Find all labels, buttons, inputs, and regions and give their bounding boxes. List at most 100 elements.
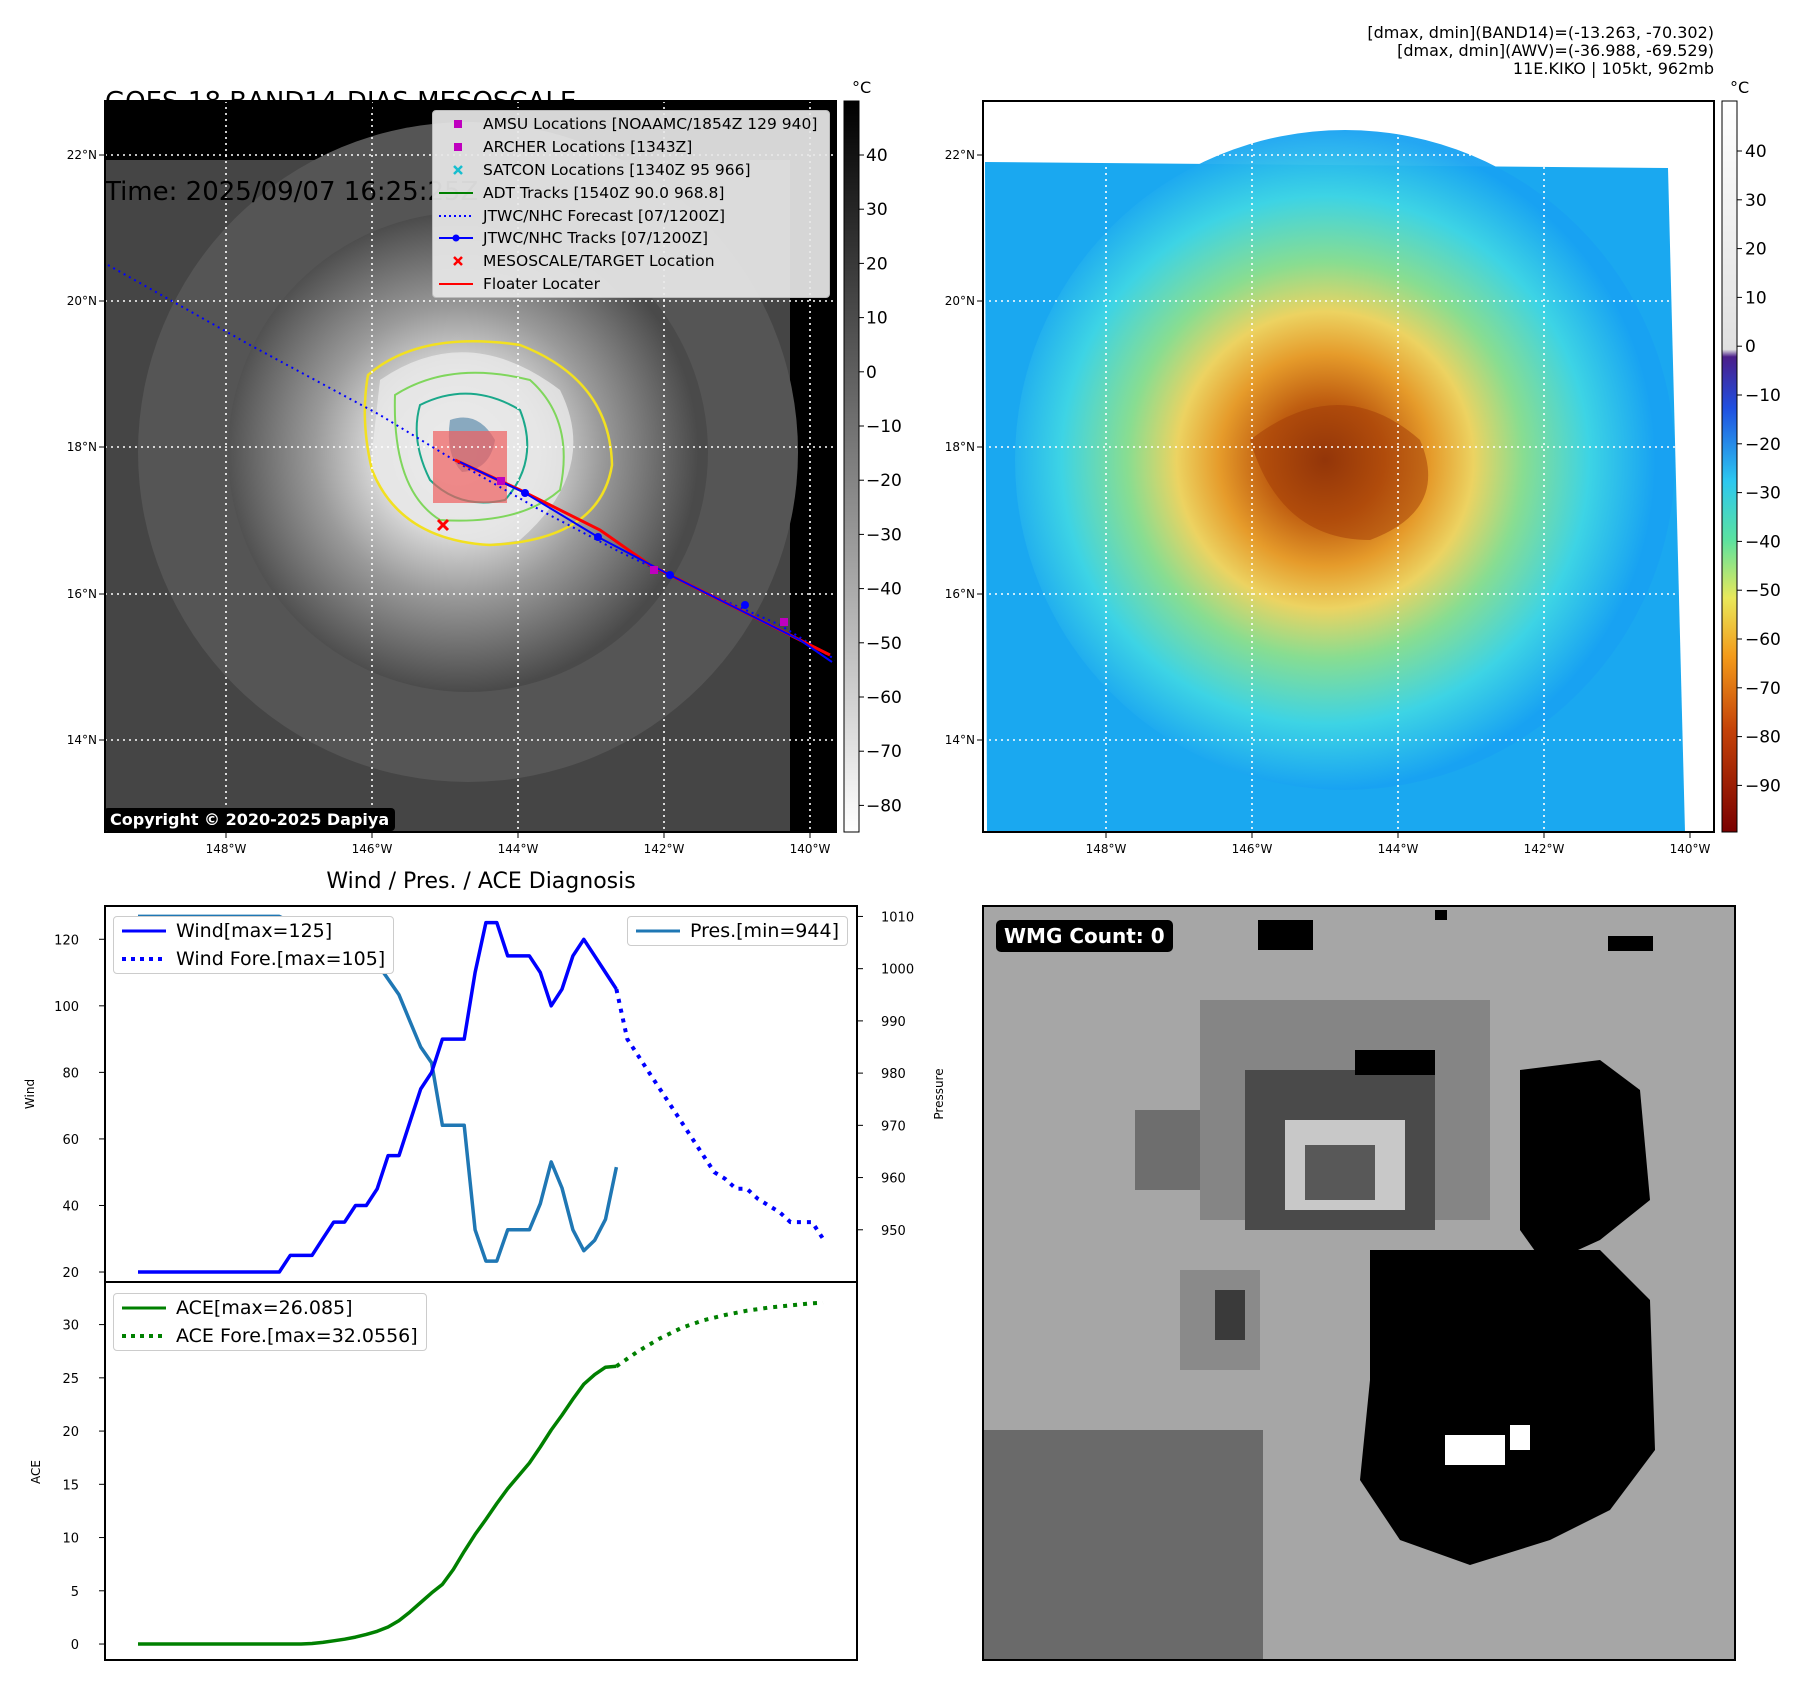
colorbar-tick-label: −60 xyxy=(866,688,902,708)
awv-map-panel xyxy=(982,100,1715,833)
colorbar-tick-label: 40 xyxy=(866,146,888,166)
legend-pressure-label: Pres.[min=944] xyxy=(690,920,839,942)
square-marker-icon xyxy=(433,114,483,134)
line-dot-icon xyxy=(433,228,483,248)
colorbar-tick-label: 20 xyxy=(1745,240,1767,260)
y2-tick-label: 1010 xyxy=(881,910,914,925)
line-icon xyxy=(433,274,483,294)
y-tick-label: 5 xyxy=(71,1585,79,1600)
lat-tick-label: 18°N xyxy=(67,440,97,454)
copyright-badge: Copyright © 2020-2025 Dapiya xyxy=(104,808,396,831)
colorbar-tick-label: −70 xyxy=(1745,679,1781,699)
colorbar-tick-label: −10 xyxy=(866,417,902,437)
colorbar-tick-label: −20 xyxy=(1745,435,1781,455)
lat-tick-label: 22°N xyxy=(67,148,97,162)
stats-header: [dmax, dmin](BAND14)=(-13.263, -70.302) … xyxy=(1114,24,1714,78)
lon-tick-label: 140°W xyxy=(1670,842,1711,856)
y2-tick-label: 970 xyxy=(881,1119,906,1134)
lat-tick-label: 18°N xyxy=(945,440,975,454)
legend-entry: MESOSCALE/TARGET Location xyxy=(433,250,829,273)
ir-colorbar xyxy=(843,100,860,833)
y-tick-label: 0 xyxy=(71,1638,79,1653)
y-tick-label: 80 xyxy=(62,1066,79,1081)
ace-legend: ACE[max=26.085] ACE Fore.[max=32.0556] xyxy=(113,1293,427,1351)
lon-tick-label: 142°W xyxy=(644,842,685,856)
pressure-legend: Pres.[min=944] xyxy=(627,916,848,946)
lat-tick-label: 20°N xyxy=(945,294,975,308)
y2-tick-label: 990 xyxy=(881,1015,906,1030)
lon-tick-label: 144°W xyxy=(498,842,539,856)
legend-wind-label: Wind[max=125] xyxy=(176,920,333,942)
colorbar-tick-label: −90 xyxy=(1745,776,1781,796)
lat-tick-label: 22°N xyxy=(945,148,975,162)
band14-range: [dmax, dmin](BAND14)=(-13.263, -70.302) xyxy=(1367,23,1714,42)
legend-entry: Floater Locater xyxy=(433,273,829,296)
y-tick-label: 120 xyxy=(54,933,79,948)
legend-entry-label: Floater Locater xyxy=(483,274,600,293)
legend-entry-label: ADT Tracks [1540Z 90.0 968.8] xyxy=(483,183,725,202)
lon-tick-label: 144°W xyxy=(1378,842,1419,856)
y-axis-label: ACE xyxy=(29,1460,43,1484)
y-tick-label: 40 xyxy=(62,1199,79,1214)
legend-ace-label: ACE[max=26.085] xyxy=(176,1297,353,1319)
legend-entry-label: SATCON Locations [1340Z 95 966] xyxy=(483,160,751,179)
legend-entry: ARCHER Locations [1343Z] xyxy=(433,136,829,159)
dotted-line-icon xyxy=(114,1326,176,1346)
legend-ace-fore: ACE Fore.[max=32.0556] xyxy=(114,1322,426,1350)
lon-tick-label: 148°W xyxy=(206,842,247,856)
wmg-panel xyxy=(982,905,1736,1661)
lon-tick-label: 146°W xyxy=(1232,842,1273,856)
y2-tick-label: 950 xyxy=(881,1224,906,1239)
colorbar-tick-label: −50 xyxy=(1745,581,1781,601)
solid-line-icon xyxy=(114,1298,176,1318)
y-tick-label: 60 xyxy=(62,1133,79,1148)
x-marker-icon xyxy=(433,251,483,271)
lat-tick-label: 16°N xyxy=(945,587,975,601)
colorbar-tick-label: −40 xyxy=(866,580,902,600)
colorbar-tick-label: 20 xyxy=(866,254,888,274)
dotted-line-icon xyxy=(114,949,176,969)
colorbar-tick-label: −80 xyxy=(1745,728,1781,748)
y-axis-label: Wind xyxy=(23,1079,37,1109)
lon-tick-label: 142°W xyxy=(1524,842,1565,856)
legend-ace: ACE[max=26.085] xyxy=(114,1294,426,1322)
colorbar-unit-label: °C xyxy=(1730,78,1749,97)
y2-tick-label: 1000 xyxy=(881,963,914,978)
lat-tick-label: 16°N xyxy=(67,587,97,601)
y-tick-label: 20 xyxy=(62,1425,79,1440)
storm-info: 11E.KIKO | 105kt, 962mb xyxy=(1512,59,1714,78)
x-marker-icon xyxy=(433,160,483,180)
legend-wind-fore-label: Wind Fore.[max=105] xyxy=(176,948,386,970)
lat-tick-label: 14°N xyxy=(67,733,97,747)
legend-entry-label: JTWC/NHC Forecast [07/1200Z] xyxy=(483,206,726,225)
colorbar-tick-label: 0 xyxy=(1745,337,1756,357)
wind-forecast-series-line xyxy=(614,988,825,1240)
y-tick-label: 25 xyxy=(62,1372,79,1387)
y2-tick-label: 960 xyxy=(881,1172,906,1187)
lon-tick-label: 140°W xyxy=(790,842,831,856)
wmg-count-badge: WMG Count: 0 xyxy=(996,920,1173,952)
legend-entry: SATCON Locations [1340Z 95 966] xyxy=(433,159,829,182)
legend-entry-label: JTWC/NHC Tracks [07/1200Z] xyxy=(483,229,709,248)
awv-range: [dmax, dmin](AWV)=(-36.988, -69.529) xyxy=(1397,41,1714,60)
colorbar-tick-label: 30 xyxy=(1745,191,1767,211)
y-tick-label: 15 xyxy=(62,1478,79,1493)
ace-series-line xyxy=(138,1364,617,1646)
legend-entry: AMSU Locations [NOAAMC/1854Z 129 940] xyxy=(433,113,829,136)
wind-legend: Wind[max=125] Wind Fore.[max=105] xyxy=(113,916,395,974)
legend-entry: JTWC/NHC Forecast [07/1200Z] xyxy=(433,204,829,227)
y-tick-label: 100 xyxy=(54,1000,79,1015)
y2-axis-label: Pressure xyxy=(932,1068,946,1119)
ace-forecast-series-line xyxy=(615,1300,824,1368)
legend-entry: ADT Tracks [1540Z 90.0 968.8] xyxy=(433,181,829,204)
legend-entry-label: MESOSCALE/TARGET Location xyxy=(483,252,715,271)
solid-line-icon xyxy=(114,921,176,941)
colorbar-tick-label: 30 xyxy=(866,200,888,220)
colorbar-tick-label: −40 xyxy=(1745,532,1781,552)
legend-entry-label: AMSU Locations [NOAAMC/1854Z 129 940] xyxy=(483,115,818,134)
line-icon xyxy=(433,183,483,203)
y2-tick-label: 980 xyxy=(881,1067,906,1082)
y-tick-label: 10 xyxy=(62,1532,79,1547)
legend-entry: JTWC/NHC Tracks [07/1200Z] xyxy=(433,227,829,250)
